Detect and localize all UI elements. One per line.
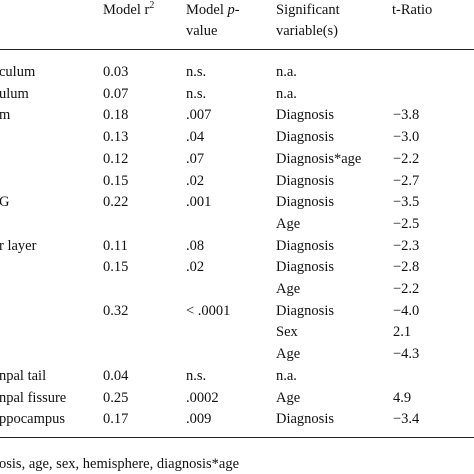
header-text: variable(s) [276, 23, 338, 39]
variable: Diagnosis [276, 107, 334, 124]
t-ratio: −2.8 [393, 259, 420, 276]
row-label: ulum [0, 85, 29, 102]
variable: n.a. [276, 64, 297, 80]
t-ratio: −2.2 [393, 150, 420, 167]
header-rule [0, 49, 474, 50]
variable: Diagnosis [276, 237, 334, 254]
model-r2: 0.13 [103, 129, 129, 146]
t-ratio: −3.0 [393, 129, 420, 146]
variable: Age [276, 346, 301, 363]
t-ratio: −3.8 [393, 107, 420, 124]
t-ratio: −4.3 [393, 346, 420, 363]
model-r2: 0.22 [103, 194, 129, 211]
model-p: .02 [186, 172, 205, 189]
header-r2: Model r2 [103, 0, 155, 18]
model-r2: 0.12 [103, 150, 129, 167]
header-text: Significant [276, 2, 340, 18]
variable: Age [276, 281, 301, 297]
model-p: .02 [186, 259, 205, 276]
model-p: n.s. [186, 367, 207, 384]
header-text: Model [186, 2, 228, 18]
row-label: m [0, 107, 11, 124]
t-ratio: −2.2 [393, 281, 420, 297]
row-label: G [0, 194, 10, 211]
model-r2: 0.18 [103, 107, 129, 124]
t-ratio: −2.5 [393, 215, 420, 232]
model-p: .009 [186, 411, 212, 428]
model-r2: 0.25 [103, 389, 129, 406]
header-p: Model p- [186, 2, 240, 18]
footnote: osis, age, sex, hemisphere, diagnosis*ag… [0, 456, 240, 472]
model-r2: 0.32 [103, 302, 129, 319]
header-text: value [186, 23, 218, 39]
model-p: .04 [186, 129, 205, 146]
header-text: Model r [103, 2, 150, 18]
row-label: r layer [0, 237, 37, 254]
model-r2: 0.17 [103, 411, 129, 428]
variable: Age [276, 215, 301, 232]
header-sup: 2 [149, 0, 155, 12]
variable: Diagnosis [276, 302, 334, 319]
model-r2: 0.03 [103, 64, 129, 80]
model-r2: 0.07 [103, 85, 129, 102]
model-p: .07 [186, 150, 205, 167]
variable: Diagnosis [276, 411, 334, 428]
model-p: .0002 [186, 389, 219, 406]
row-label: culum [0, 64, 36, 80]
model-p: .001 [186, 194, 212, 211]
model-r2: 0.15 [103, 172, 129, 189]
variable: Diagnosis [276, 259, 334, 276]
variable: Age [276, 389, 301, 406]
model-r2: 0.11 [103, 237, 128, 254]
header-text: t-Ratio [392, 2, 433, 18]
model-p: .08 [186, 237, 205, 254]
t-ratio: 2.1 [393, 324, 412, 341]
variable: Diagnosis [276, 194, 334, 211]
model-p: n.s. [186, 64, 207, 80]
model-p: < .0001 [186, 302, 231, 319]
row-label: npal tail [0, 367, 47, 384]
variable: Diagnosis [276, 129, 334, 146]
variable: Sex [276, 324, 298, 341]
model-r2: 0.15 [103, 259, 129, 276]
row-label: npal fissure [0, 389, 67, 406]
bottom-rule [0, 437, 474, 438]
variable: Diagnosis [276, 172, 334, 189]
model-r2: 0.04 [103, 367, 129, 384]
variable: Diagnosis*age [276, 150, 362, 167]
t-ratio: −3.4 [393, 411, 420, 428]
t-ratio: 4.9 [393, 389, 412, 406]
variable: n.a. [276, 85, 297, 102]
t-ratio: −2.7 [393, 172, 420, 189]
header-italic: p [227, 2, 235, 18]
model-p: .007 [186, 107, 212, 124]
header-text: - [234, 2, 240, 18]
variable: n.a. [276, 367, 297, 384]
row-label: ppocampus [0, 411, 66, 428]
t-ratio: −4.0 [393, 302, 420, 319]
t-ratio: −2.3 [393, 237, 420, 254]
t-ratio: −3.5 [393, 194, 420, 211]
model-p: n.s. [186, 85, 207, 102]
